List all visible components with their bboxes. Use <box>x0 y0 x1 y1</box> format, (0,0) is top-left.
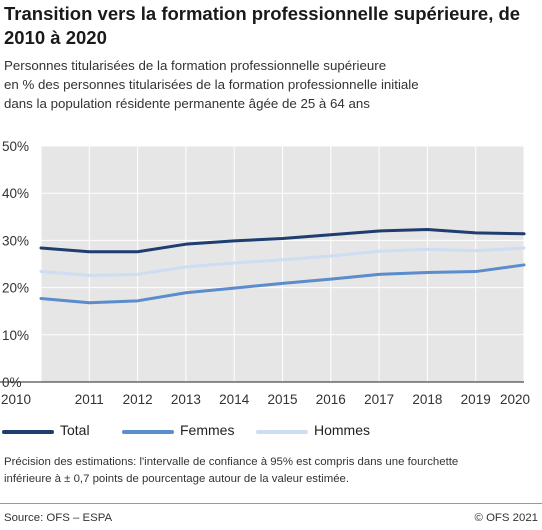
legend-swatch-femmes <box>122 430 174 434</box>
y-tick-label: 0% <box>2 375 22 390</box>
source-text: Source: OFS – ESPA <box>4 512 113 524</box>
x-tick-label: 2012 <box>123 392 153 407</box>
y-tick-label: 30% <box>2 233 29 248</box>
x-tick-labels: 2010 2011 2012 2013 2014 2015 2016 2017 2018 2019… <box>1 392 530 407</box>
y-tick-label: 50% <box>2 139 29 154</box>
legend-label-femmes: Femmes <box>180 422 235 438</box>
x-tick-label: 2014 <box>219 392 250 407</box>
x-tick-label: 2019 <box>461 392 491 407</box>
legend-swatch-hommes <box>256 430 308 434</box>
note-line: inférieure à ± 0,7 points de pourcentage… <box>4 473 350 485</box>
note-line: Précision des estimations: l'intervalle … <box>4 456 459 468</box>
line-chart: 0%10%20%30%40%50% 2010 2011 2012 2013 2014 20… <box>0 139 530 407</box>
y-tick-label: 20% <box>2 281 29 296</box>
precision-note: Précision des estimations: l'intervalle … <box>4 454 538 488</box>
subtitle-line: Personnes titularisées de la formation p… <box>4 58 387 73</box>
chart-subtitle: Personnes titularisées de la formation p… <box>4 56 534 113</box>
series-line-total <box>39 228 526 254</box>
x-tick-label: 2013 <box>171 392 201 407</box>
x-tick-label: 2017 <box>364 392 394 407</box>
footer-divider <box>0 503 542 504</box>
y-tick-labels: 0% 10% 20% 30% 40% 50% <box>2 139 29 390</box>
x-tick-label: 2010 <box>1 392 31 407</box>
x-tick-label: 2011 <box>75 392 104 407</box>
y-tick-label: 10% <box>2 328 29 343</box>
x-tick-label: 2020 <box>500 392 530 407</box>
copyright-text: © OFS 2021 <box>474 512 538 524</box>
y-tick-label: 40% <box>2 186 29 201</box>
legend: Total Femmes Hommes <box>0 421 542 443</box>
x-tick-label: 2018 <box>412 392 442 407</box>
series-lines <box>39 228 526 305</box>
subtitle-line: dans la population résidente permanente … <box>4 96 370 111</box>
x-tick-label: 2016 <box>316 392 346 407</box>
legend-swatch-total <box>2 430 54 434</box>
series-line-hommes <box>39 246 526 277</box>
chart-title: Transition vers la formation professionn… <box>4 3 521 48</box>
legend-label-hommes: Hommes <box>314 422 371 438</box>
legend-label-total: Total <box>60 422 90 438</box>
subtitle-line: en % des personnes titularisées de la fo… <box>4 77 419 92</box>
x-tick-label: 2015 <box>267 392 297 407</box>
series-line-femmes <box>39 263 526 305</box>
